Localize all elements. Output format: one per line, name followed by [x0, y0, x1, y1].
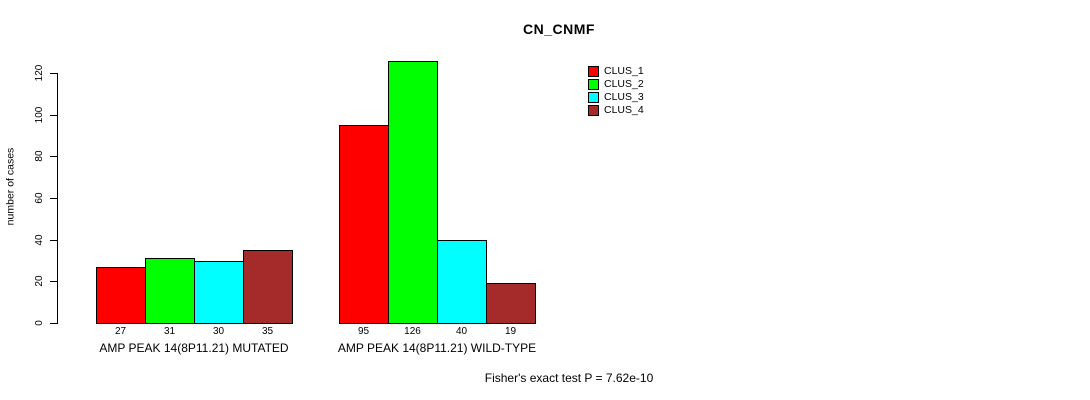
legend-label: CLUS_1	[604, 65, 644, 77]
y-tick-label: 60	[34, 192, 45, 204]
y-tick-label: 0	[34, 320, 45, 326]
legend-label: CLUS_4	[604, 104, 644, 116]
group-label: AMP PEAK 14(8P11.21) MUTATED	[99, 341, 289, 355]
bar-value-label: 27	[114, 326, 127, 337]
legend-label: CLUS_3	[604, 91, 644, 103]
bar	[339, 125, 389, 324]
y-tick-mark	[50, 198, 57, 199]
legend-label: CLUS_2	[604, 78, 644, 90]
y-axis-line	[57, 73, 58, 324]
legend-swatch	[588, 66, 599, 77]
y-tick-mark	[50, 323, 57, 324]
y-axis-label: number of cases	[4, 147, 17, 226]
bar-value-label: 35	[261, 326, 274, 337]
y-tick-label: 100	[34, 106, 45, 123]
y-tick-mark	[50, 114, 57, 116]
y-tick-label: 20	[34, 275, 45, 287]
bar	[96, 266, 146, 324]
y-tick-label: 120	[34, 64, 45, 82]
y-tick-mark	[50, 281, 57, 283]
bar-value-label: 30	[212, 326, 225, 337]
bar	[243, 250, 293, 324]
bar	[194, 260, 244, 324]
bar-value-label: 126	[404, 326, 421, 337]
y-tick-mark	[50, 73, 57, 74]
bar-value-label: 19	[504, 326, 517, 337]
stat-test-caption: Fisher's exact test P = 7.62e-10	[484, 371, 654, 385]
bar	[437, 239, 487, 324]
chart-title: CN_CNMF	[523, 21, 595, 37]
bar	[145, 258, 195, 324]
legend-swatch	[588, 92, 599, 103]
bar	[388, 60, 438, 324]
y-tick-label: 80	[34, 150, 45, 162]
y-tick-mark	[50, 239, 57, 241]
legend-swatch	[588, 79, 599, 90]
group-label: AMP PEAK 14(8P11.21) WILD-TYPE	[337, 341, 537, 355]
y-tick-mark	[50, 156, 57, 158]
bar-value-label: 40	[455, 326, 468, 337]
bar	[486, 283, 536, 324]
bar-value-label: 95	[357, 326, 370, 337]
legend-swatch	[588, 105, 599, 116]
y-tick-label: 40	[34, 234, 45, 246]
bar-value-label: 31	[163, 326, 176, 337]
